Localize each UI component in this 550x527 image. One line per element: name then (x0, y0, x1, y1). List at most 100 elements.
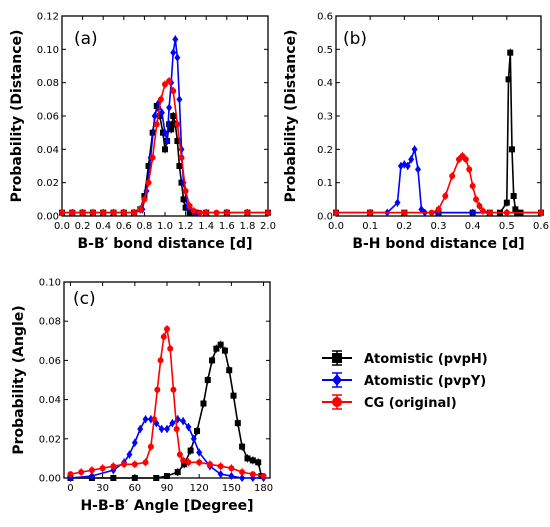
data-point-pvpy (404, 162, 411, 170)
data-point-cg (213, 209, 220, 216)
y-tick-label: 0.02 (37, 178, 59, 189)
data-point-cg (449, 173, 456, 179)
data-point-cg (442, 193, 449, 199)
series-pvph (333, 48, 544, 216)
data-point-pvpy (164, 425, 170, 433)
data-point-pvph (187, 447, 194, 454)
panel-label: (a) (74, 29, 98, 49)
data-point-cg (79, 209, 86, 216)
data-point-cg (166, 78, 173, 84)
x-tick-label: 0 (67, 483, 73, 494)
y-axis-label: Probability (Angle) (11, 305, 27, 454)
series-cg (67, 325, 267, 480)
data-point-pvpy (142, 415, 149, 424)
x-axis-label: B-B′ bond distance [d] (78, 236, 253, 252)
plot-frame (63, 281, 271, 479)
data-point-pvph (239, 443, 246, 450)
data-point-pvpy (131, 438, 138, 447)
data-point-cg (190, 208, 197, 214)
legend-marker-pvph (332, 353, 342, 363)
y-tick-label: 0.2 (317, 145, 333, 156)
data-point-pvpy (196, 448, 203, 457)
y-tick-label: 0.08 (37, 78, 59, 89)
y-tick-label: 0.06 (39, 356, 61, 367)
data-point-pvph (153, 475, 160, 481)
x-axis-label: B-H bond distance [d] (352, 236, 524, 252)
data-point-pvph (186, 209, 193, 216)
x-tick-label: 0.8 (136, 221, 152, 232)
y-tick-label: 0.6 (317, 12, 333, 23)
data-point-pvph (166, 121, 173, 128)
data-point-pvph (164, 473, 170, 480)
x-axis-label: H-B-B′ Angle [Degree] (80, 498, 253, 514)
data-point-pvpy (411, 145, 418, 154)
data-point-cg (137, 206, 144, 213)
chart-panel-1: 0.0 0.2 0.4 0.6 0.8 1.0 1.2 1.4 1.6 1.8 2.0 0.00 0.0… (9, 12, 276, 253)
data-point-pvph (213, 345, 220, 352)
data-point-cg (153, 121, 160, 128)
legend-marker-cg (332, 397, 342, 407)
data-point-cg (462, 156, 469, 163)
data-point-cg (367, 209, 374, 216)
data-point-cg (173, 426, 180, 432)
data-point-cg (167, 345, 174, 352)
data-point-cg (503, 209, 510, 216)
data-point-pvpy (217, 470, 224, 479)
data-point-pvpy (176, 95, 183, 104)
y-tick-label: 0.08 (39, 317, 61, 328)
series-pvph (67, 340, 265, 481)
data-point-cg (88, 467, 95, 474)
y-tick-label: 0.4 (317, 78, 333, 89)
data-point-pvph (507, 49, 514, 56)
data-point-pvpy (170, 48, 177, 57)
data-point-pvph (156, 113, 163, 119)
data-point-cg (435, 206, 442, 213)
data-point-pvpy (190, 434, 197, 443)
y-axis-label: Probability (Distance) (283, 30, 299, 203)
x-tick-label: 0.2 (75, 221, 91, 232)
x-tick-label: 1.6 (219, 221, 235, 232)
data-point-cg (178, 154, 185, 161)
data-point-cg (333, 209, 339, 216)
data-point-cg (239, 469, 246, 476)
legend-label-pvpy: Atomistic (pvpY) (364, 374, 486, 389)
legend-entry-pvpy: Atomistic (pvpY) (322, 372, 486, 389)
data-point-cg (479, 208, 486, 214)
series-line-cg (336, 154, 541, 214)
y-tick-label: 0.04 (39, 395, 61, 406)
y-tick-label: 0.3 (317, 112, 333, 123)
y-tick-label: 0.12 (37, 12, 59, 23)
series-line-cg (62, 79, 268, 214)
data-point-cg (151, 416, 158, 423)
data-point-cg (59, 209, 65, 216)
data-point-cg (157, 96, 164, 103)
data-point-cg (147, 443, 154, 450)
panel-label: (b) (343, 29, 367, 49)
data-point-pvpy (158, 425, 165, 433)
data-point-cg (260, 473, 267, 480)
x-tick-label: 1.4 (198, 221, 214, 232)
data-point-pvph (145, 163, 152, 169)
data-point-cg (249, 471, 256, 478)
data-point-pvpy (228, 472, 235, 481)
x-tick-label: 150 (222, 483, 241, 494)
data-point-cg (164, 326, 170, 333)
data-point-pvph (131, 475, 138, 481)
data-point-cg (67, 471, 74, 478)
data-point-cg (110, 209, 117, 216)
data-point-pvph (170, 113, 177, 119)
data-point-cg (228, 465, 235, 472)
data-point-pvph (110, 475, 117, 481)
data-point-cg (469, 183, 476, 189)
x-tick-label: 0.0 (328, 221, 344, 232)
series-pvpy (59, 35, 271, 217)
x-tick-label: 180 (254, 483, 273, 494)
data-point-cg (170, 88, 177, 94)
data-point-cg (174, 121, 181, 128)
data-point-pvph (244, 455, 251, 462)
x-tick-label: 90 (161, 483, 174, 494)
x-tick-label: 0.3 (431, 221, 447, 232)
data-point-cg (206, 461, 213, 468)
series-line-pvpy (336, 149, 541, 214)
